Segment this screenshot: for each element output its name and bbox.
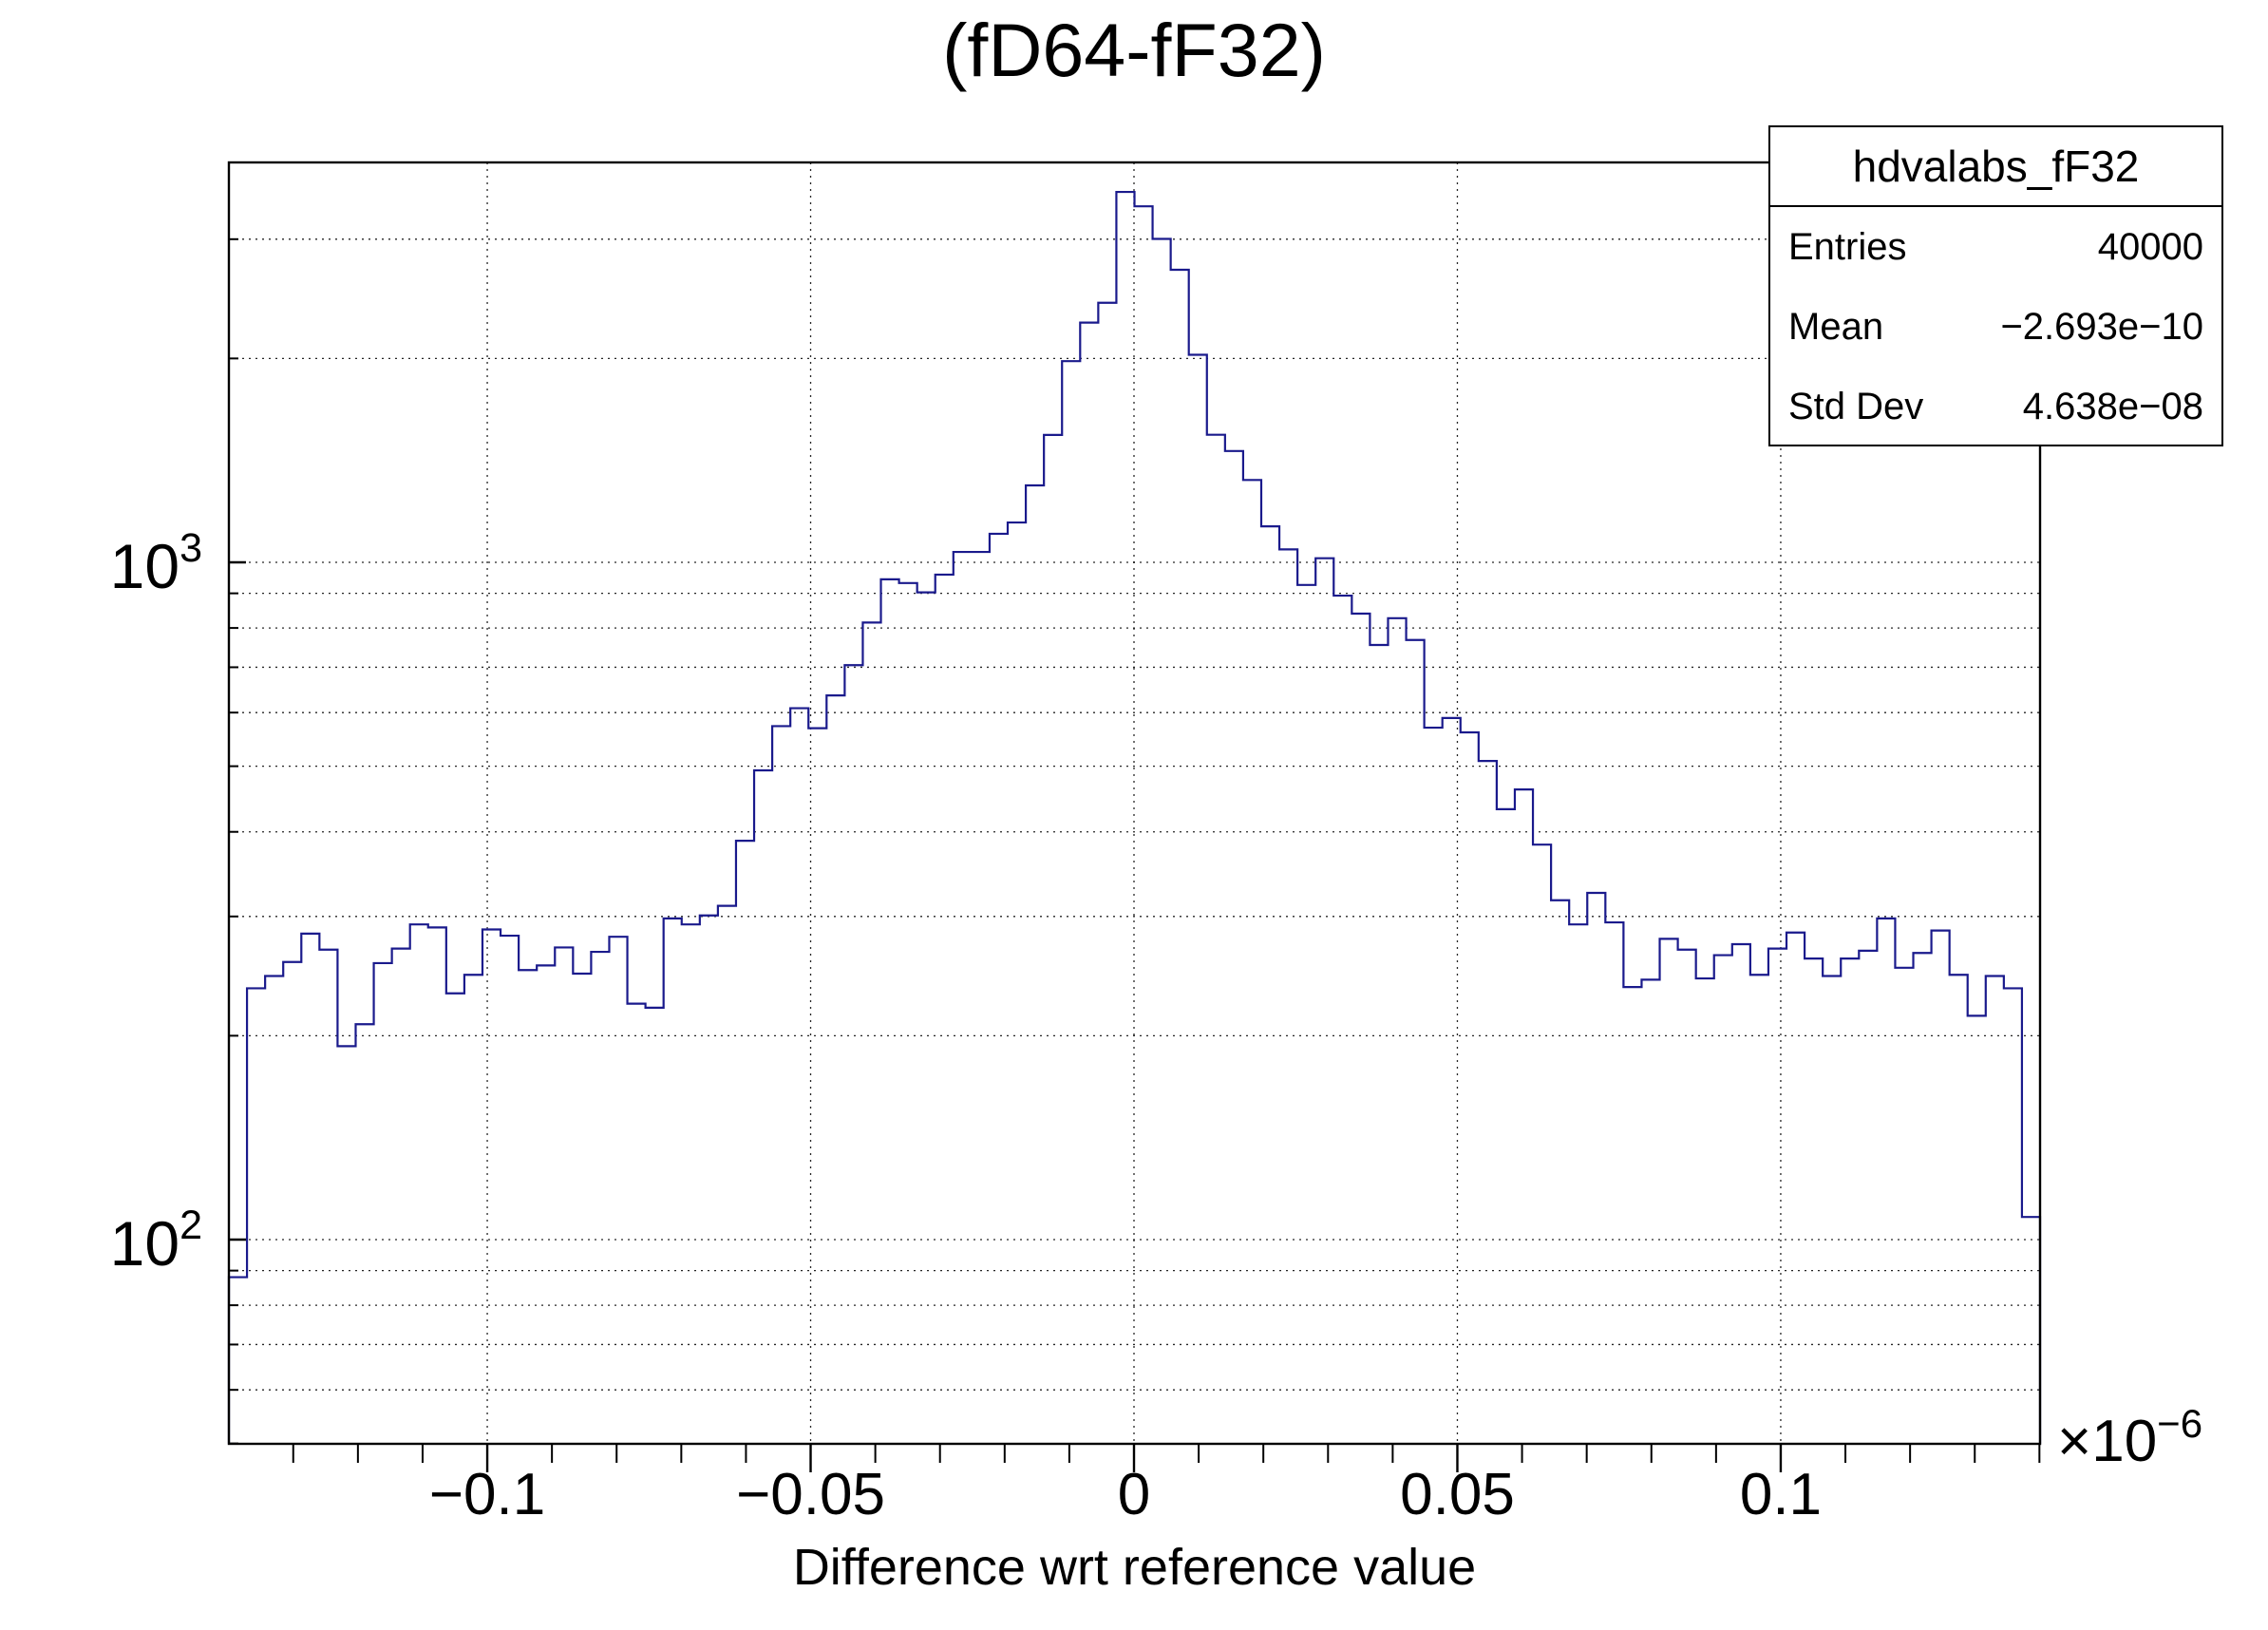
svg-text:0: 0 xyxy=(1118,1462,1150,1527)
svg-text:−2.693e−10: −2.693e−10 xyxy=(2000,306,2203,348)
svg-text:Mean: Mean xyxy=(1788,306,1883,348)
svg-text:Entries: Entries xyxy=(1788,226,1907,268)
svg-text:Std Dev: Std Dev xyxy=(1788,386,1923,427)
svg-text:40000: 40000 xyxy=(2098,226,2203,268)
svg-text:4.638e−08: 4.638e−08 xyxy=(2023,386,2203,427)
svg-text:0.05: 0.05 xyxy=(1400,1462,1515,1527)
svg-text:−0.05: −0.05 xyxy=(736,1462,885,1527)
svg-text:0.1: 0.1 xyxy=(1740,1462,1822,1527)
svg-text:−0.1: −0.1 xyxy=(429,1462,545,1527)
svg-text:(fD64-fF32): (fD64-fF32) xyxy=(942,8,1326,92)
svg-text:Difference wrt reference value: Difference wrt reference value xyxy=(793,1539,1476,1596)
svg-text:hdvalabs_fF32: hdvalabs_fF32 xyxy=(1853,142,2140,191)
